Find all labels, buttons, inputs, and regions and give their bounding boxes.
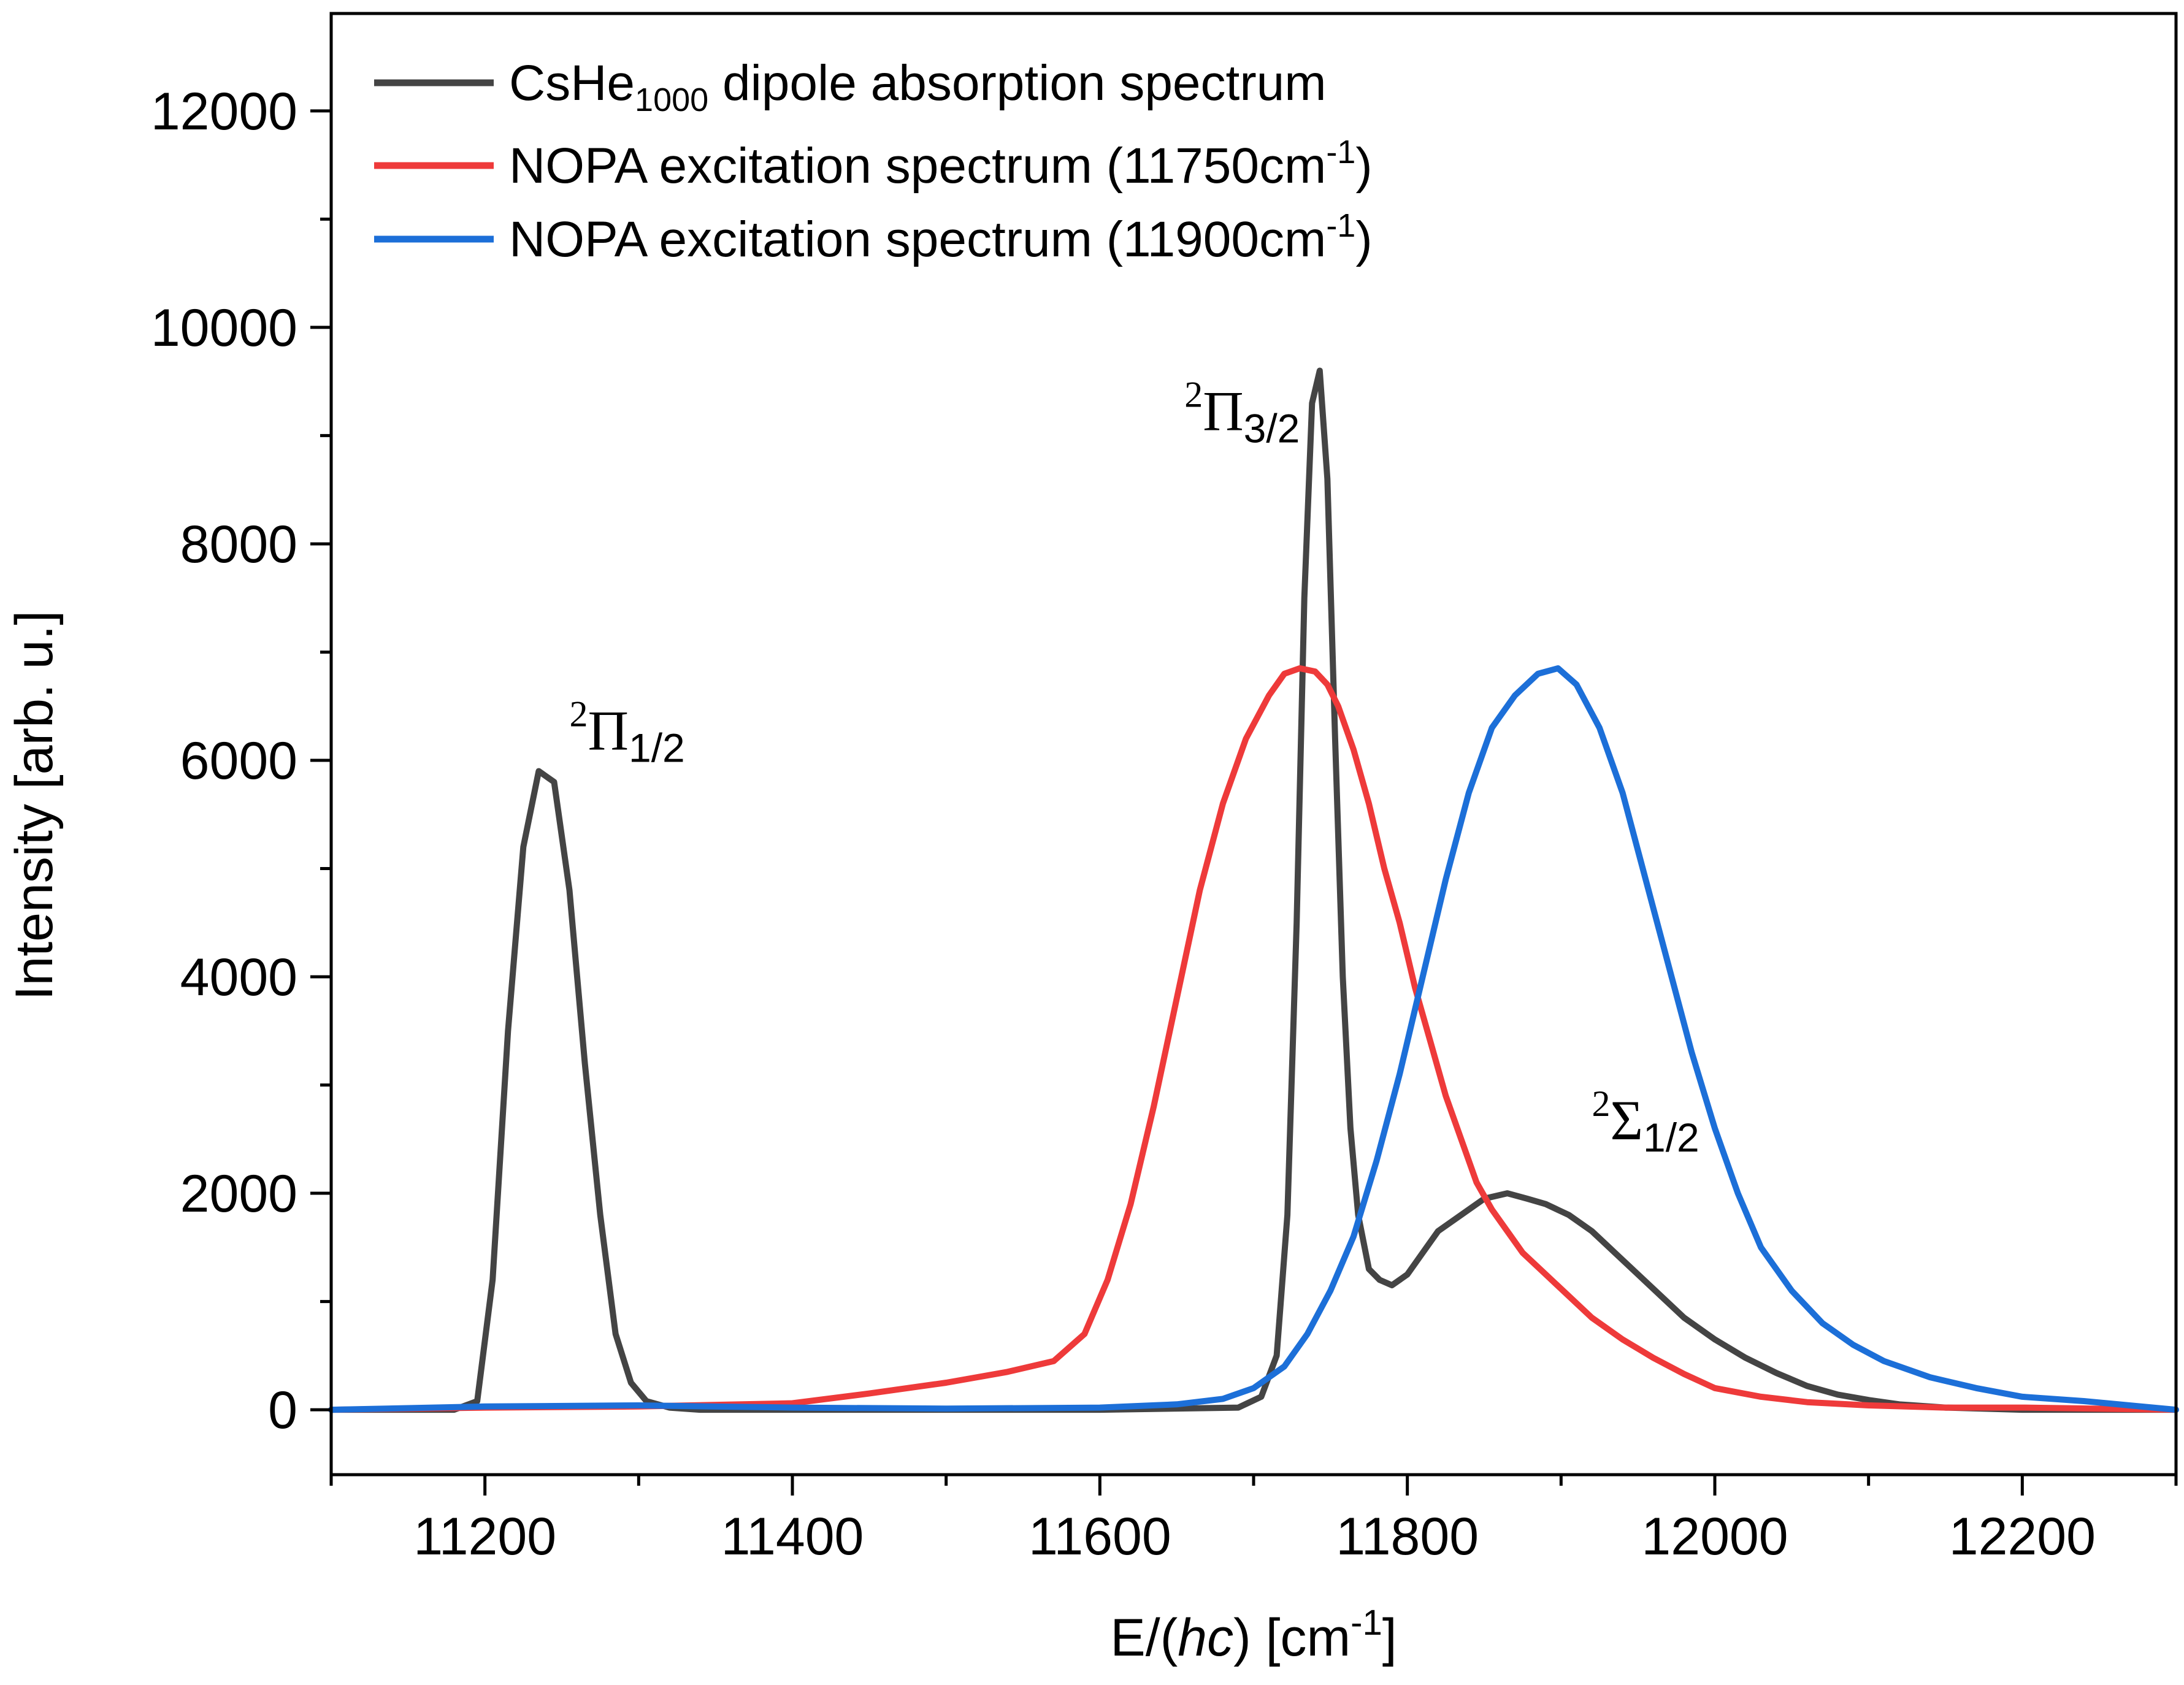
legend: CsHe1000 dipole absorption spectrum NOPA…	[374, 55, 1373, 267]
legend-label-nopa-11750-main: NOPA excitation spectrum (11750cm	[509, 138, 1326, 194]
x-axis-title-exponent: -1	[1351, 1603, 1382, 1643]
legend-label-nopa-11750-close: )	[1355, 138, 1372, 194]
x-axis-title-italic: hc	[1178, 1608, 1233, 1667]
legend-label-nopa-11900-main: NOPA excitation spectrum (11900cm	[509, 212, 1326, 267]
peak-annotation-sup: 2	[570, 693, 588, 734]
series-line-nopa-11750	[328, 665, 2179, 1413]
legend-item-nopa-11750: NOPA excitation spectrum (11750cm-1)	[374, 134, 1373, 194]
legend-label-absorption-main: CsHe	[509, 55, 635, 111]
peak-annotation-symbol: Π	[588, 699, 629, 762]
legend-label-nopa-11900: NOPA excitation spectrum (11900cm-1)	[509, 207, 1373, 267]
y-tick-label: 6000	[180, 732, 297, 790]
series-line-nopa-11900	[328, 665, 2179, 1413]
peak-annotation: 2Π3/2	[1184, 375, 1300, 451]
legend-label-absorption-sub: 1000	[635, 82, 708, 118]
legend-item-absorption: CsHe1000 dipole absorption spectrum	[374, 55, 1327, 118]
y-tick-label: 12000	[151, 82, 297, 141]
y-axis-ticks: 0 2000 4000 6000 8000 10000 12000	[151, 82, 331, 1440]
legend-label-nopa-11750-sup: -1	[1326, 134, 1355, 170]
y-tick-label: 0	[268, 1381, 297, 1440]
peak-annotation: 2Σ1/2	[1592, 1083, 1699, 1160]
x-axis-title-unit: ) [cm	[1233, 1608, 1351, 1667]
x-tick-label: 11800	[1336, 1507, 1479, 1566]
axes: 11200 11400 11600 11800 12000 12200 0 2000 4000…	[151, 12, 2178, 1566]
y-tick-label: 4000	[180, 948, 297, 1007]
x-tick-label: 12000	[1641, 1507, 1788, 1566]
legend-label-absorption: CsHe1000 dipole absorption spectrum	[509, 55, 1327, 118]
legend-item-nopa-11900: NOPA excitation spectrum (11900cm-1)	[374, 207, 1373, 267]
legend-label-nopa-11900-close: )	[1355, 212, 1372, 267]
x-axis-title: E/(hc) [cm-1]	[1110, 1603, 1397, 1667]
y-tick-label: 2000	[180, 1164, 297, 1223]
peak-annotation-sup: 2	[1184, 375, 1203, 415]
x-tick-label: 11600	[1029, 1507, 1171, 1566]
x-axis-ticks: 11200 11400 11600 11800 12000 12200	[329, 1475, 2178, 1566]
peak-annotation: 2Π1/2	[570, 693, 685, 770]
series-lines	[328, 367, 2179, 1413]
y-axis-title: Intensity [arb. u.]	[5, 611, 64, 1001]
y-tick-label: 10000	[151, 299, 297, 357]
peak-annotation-sub: 3/2	[1244, 406, 1300, 451]
y-tick-label: 8000	[180, 515, 297, 574]
x-tick-label: 11200	[413, 1507, 556, 1566]
peak-annotation-symbol: Π	[1203, 380, 1243, 443]
legend-label-absorption-rest: dipole absorption spectrum	[708, 55, 1326, 111]
series-line-absorption	[328, 367, 2179, 1413]
peak-annotation-symbol: Σ	[1610, 1089, 1643, 1152]
peak-annotation-sup: 2	[1592, 1083, 1610, 1124]
legend-label-nopa-11750: NOPA excitation spectrum (11750cm-1)	[509, 134, 1373, 194]
peak-annotation-sub: 1/2	[629, 725, 685, 770]
legend-label-nopa-11900-sup: -1	[1326, 207, 1355, 244]
x-tick-label: 11400	[721, 1507, 864, 1566]
x-tick-label: 12200	[1949, 1507, 2096, 1566]
peak-annotation-sub: 1/2	[1643, 1115, 1699, 1160]
x-axis-title-main: E/(	[1110, 1608, 1178, 1667]
x-axis-title-close: ]	[1382, 1608, 1397, 1667]
